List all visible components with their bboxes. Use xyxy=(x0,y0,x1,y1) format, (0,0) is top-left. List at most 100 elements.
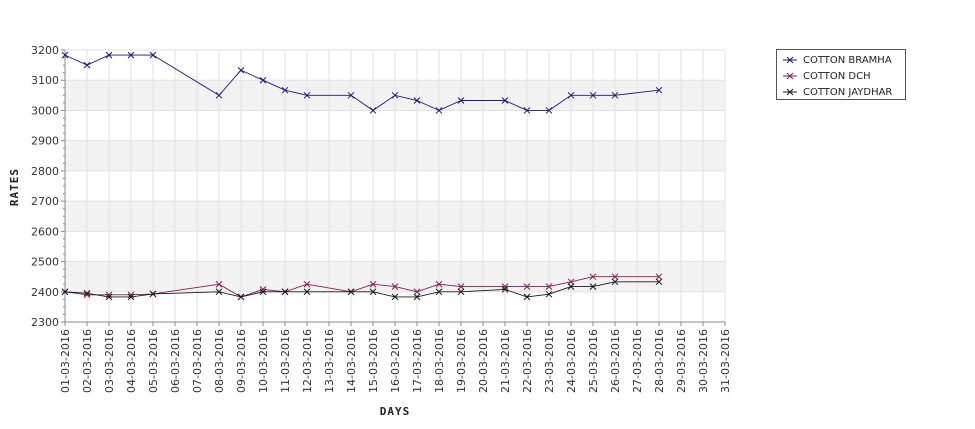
legend-item-bramha: COTTON BRAMHA xyxy=(783,52,899,68)
data-point-2-26-03-2016 xyxy=(611,278,619,286)
data-point-0-03-03-2016 xyxy=(105,51,113,59)
x-tick-label-06-03-2016: 06-03-2016 xyxy=(169,329,182,393)
data-point-2-04-03-2016 xyxy=(127,293,135,301)
x-tick-label-07-03-2016: 07-03-2016 xyxy=(191,329,204,393)
legend-swatch-bramha xyxy=(783,56,797,64)
legend-label-jaydhar: COTTON JAYDHAR xyxy=(803,86,893,98)
y-axis-ticks: 2300 2400 2500 2600 2700 2800 2900 3000 3100 3200 xyxy=(31,44,65,329)
series-cotton-jaydhar xyxy=(61,278,663,301)
data-point-0-02-03-2016 xyxy=(83,61,91,69)
data-point-0-23-03-2016 xyxy=(545,107,553,114)
y-tick-label-2300: 2300 xyxy=(31,316,59,329)
x-tick-label-11-03-2016: 11-03-2016 xyxy=(279,329,292,393)
data-point-2-28-03-2016 xyxy=(655,278,663,286)
data-point-1-24-03-2016 xyxy=(567,278,575,286)
data-point-0-14-03-2016 xyxy=(347,91,355,99)
legend-swatch-dch xyxy=(783,72,797,80)
x-tick-label-29-03-2016: 29-03-2016 xyxy=(675,329,688,393)
y-tick-label-2900: 2900 xyxy=(31,135,59,148)
x-tick-label-01-03-2016: 01-03-2016 xyxy=(59,329,72,393)
data-point-2-14-03-2016 xyxy=(347,288,355,296)
data-point-0-22-03-2016 xyxy=(523,107,531,114)
y-axis-title: RATES xyxy=(8,168,21,206)
legend-item-jaydhar: COTTON JAYDHAR xyxy=(783,84,899,100)
data-point-0-17-03-2016 xyxy=(413,97,421,104)
data-point-1-17-03-2016 xyxy=(413,288,421,296)
x-tick-label-14-03-2016: 14-03-2016 xyxy=(345,329,358,393)
data-point-2-05-03-2016 xyxy=(149,290,157,298)
data-point-1-12-03-2016 xyxy=(303,280,311,288)
x-tick-label-30-03-2016: 30-03-2016 xyxy=(697,329,710,393)
series-cotton-bramha xyxy=(61,51,663,114)
y-tick-label-2600: 2600 xyxy=(31,225,59,238)
x-tick-label-18-03-2016: 18-03-2016 xyxy=(433,329,446,393)
data-point-0-18-03-2016 xyxy=(435,107,443,114)
y-tick-label-2500: 2500 xyxy=(31,256,59,269)
x-tick-label-23-03-2016: 23-03-2016 xyxy=(543,329,556,393)
data-point-2-24-03-2016 xyxy=(567,283,575,290)
x-tick-label-26-03-2016: 26-03-2016 xyxy=(609,329,622,393)
data-point-0-19-03-2016 xyxy=(457,97,465,104)
data-point-2-18-03-2016 xyxy=(435,288,443,296)
data-point-0-11-03-2016 xyxy=(281,86,289,94)
data-point-0-04-03-2016 xyxy=(127,51,135,59)
x-tick-label-15-03-2016: 15-03-2016 xyxy=(367,329,380,393)
data-point-2-09-03-2016 xyxy=(237,293,245,301)
x-tick-label-20-03-2016: 20-03-2016 xyxy=(477,329,490,393)
x-tick-label-02-03-2016: 02-03-2016 xyxy=(81,329,94,393)
data-point-2-10-03-2016 xyxy=(259,288,267,296)
x-tick-label-21-03-2016: 21-03-2016 xyxy=(499,329,512,393)
x-tick-label-10-03-2016: 10-03-2016 xyxy=(257,329,270,393)
x-tick-label-24-03-2016: 24-03-2016 xyxy=(565,329,578,393)
y-tick-label-3100: 3100 xyxy=(31,74,59,87)
data-point-1-25-03-2016 xyxy=(589,273,597,281)
data-point-2-19-03-2016 xyxy=(457,288,465,296)
data-point-0-08-03-2016 xyxy=(215,91,223,99)
x-tick-label-22-03-2016: 22-03-2016 xyxy=(521,329,534,393)
x-tick-label-13-03-2016: 13-03-2016 xyxy=(323,329,336,393)
y-tick-label-3000: 3000 xyxy=(31,104,59,117)
data-point-1-19-03-2016 xyxy=(457,283,465,290)
data-point-0-10-03-2016 xyxy=(259,76,267,84)
x-tick-label-04-03-2016: 04-03-2016 xyxy=(125,329,138,393)
data-point-0-15-03-2016 xyxy=(369,107,377,114)
data-point-1-23-03-2016 xyxy=(545,283,553,290)
data-point-2-02-03-2016 xyxy=(83,289,91,297)
legend-item-dch: COTTON DCH xyxy=(783,68,899,84)
data-point-0-12-03-2016 xyxy=(303,91,311,99)
legend-label-bramha: COTTON BRAMHA xyxy=(803,54,892,66)
legend: COTTON BRAMHA COTTON DCH COTTON JAYDHAR xyxy=(776,49,906,100)
data-point-1-08-03-2016 xyxy=(215,280,223,288)
data-point-2-12-03-2016 xyxy=(303,288,311,296)
data-point-1-26-03-2016 xyxy=(611,273,619,281)
legend-swatch-jaydhar xyxy=(783,88,797,96)
data-point-0-28-03-2016 xyxy=(655,86,663,94)
x-tick-label-16-03-2016: 16-03-2016 xyxy=(389,329,402,393)
data-point-0-16-03-2016 xyxy=(391,91,399,99)
data-point-0-01-03-2016 xyxy=(61,51,69,59)
x-tick-label-08-03-2016: 08-03-2016 xyxy=(213,329,226,393)
x-tick-label-05-03-2016: 05-03-2016 xyxy=(147,329,160,393)
data-point-2-11-03-2016 xyxy=(281,288,289,296)
x-tick-label-09-03-2016: 09-03-2016 xyxy=(235,329,248,393)
y-tick-label-2800: 2800 xyxy=(31,165,59,178)
data-point-2-17-03-2016 xyxy=(413,293,421,301)
data-point-1-21-03-2016 xyxy=(501,283,509,290)
data-point-0-21-03-2016 xyxy=(501,97,509,104)
data-point-0-26-03-2016 xyxy=(611,91,619,99)
x-axis-title: DAYS xyxy=(380,405,411,418)
y-tick-label-2400: 2400 xyxy=(31,286,59,299)
data-point-2-22-03-2016 xyxy=(523,293,531,301)
data-point-1-16-03-2016 xyxy=(391,283,399,290)
data-point-0-05-03-2016 xyxy=(149,51,157,59)
data-point-1-28-03-2016 xyxy=(655,273,663,281)
x-tick-label-19-03-2016: 19-03-2016 xyxy=(455,329,468,393)
series-lines xyxy=(61,51,663,301)
data-point-1-22-03-2016 xyxy=(523,283,531,290)
data-point-0-24-03-2016 xyxy=(567,91,575,99)
x-tick-label-27-03-2016: 27-03-2016 xyxy=(631,329,644,393)
x-axis-ticks: 01-03-2016 02-03-2016 03-03-2016 04-03-2016… xyxy=(59,322,732,393)
data-point-2-23-03-2016 xyxy=(545,290,553,298)
x-tick-label-28-03-2016: 28-03-2016 xyxy=(653,329,666,393)
